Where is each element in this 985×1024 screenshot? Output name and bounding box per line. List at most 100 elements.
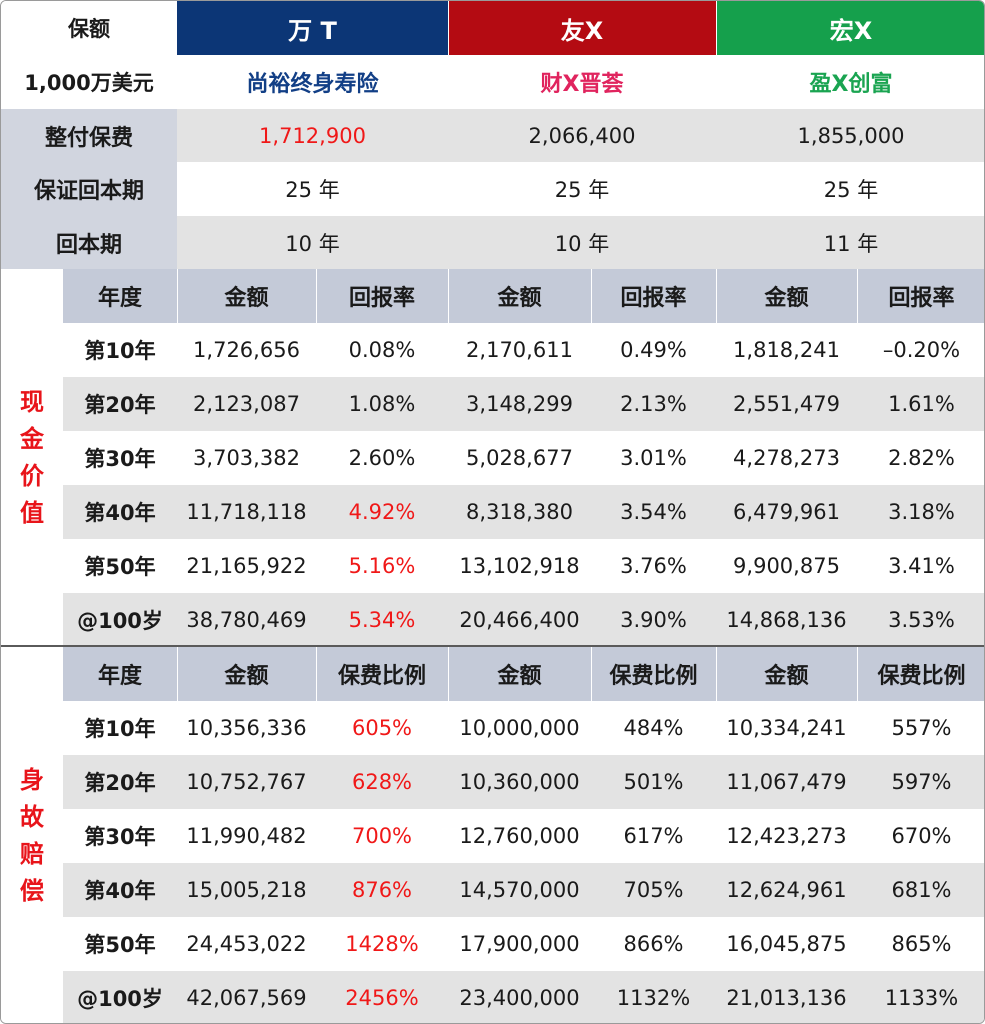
rate-cell: 3.41% (857, 539, 984, 593)
summary-value: 1,855,000 (716, 109, 984, 162)
plan-name: 盈X创富 (716, 55, 984, 109)
amount-cell: 1,818,241 (716, 323, 857, 377)
column-header-rate: 回报率 (316, 269, 448, 323)
column-header-rate: 保费比例 (591, 647, 716, 701)
amount-cell: 20,466,400 (448, 593, 591, 647)
summary-value: 2,066,400 (448, 109, 716, 162)
rate-cell: 2.60% (316, 431, 448, 485)
amount-cell: 24,453,022 (177, 917, 316, 971)
rate-cell: 1.61% (857, 377, 984, 431)
amount-label: 1,000万美元 (1, 55, 177, 109)
amount-cell: 16,045,875 (716, 917, 857, 971)
summary-label: 整付保费 (1, 109, 177, 162)
column-header-amount: 金额 (448, 269, 591, 323)
grid-line (716, 647, 717, 701)
amount-cell: 10,334,241 (716, 701, 857, 755)
rate-cell: 5.16% (316, 539, 448, 593)
company-name: 宏X (716, 1, 984, 55)
grid-line (716, 269, 717, 323)
section-label-char: 故 (20, 803, 44, 831)
rate-cell: 3.18% (857, 485, 984, 539)
grid-line (448, 647, 449, 701)
rate-cell: 557% (857, 701, 984, 755)
row-year-label: 第50年 (63, 539, 177, 593)
amount-cell: 42,067,569 (177, 971, 316, 1023)
column-header-rate: 保费比例 (316, 647, 448, 701)
row-year-label: 第30年 (63, 431, 177, 485)
amount-cell: 15,005,218 (177, 863, 316, 917)
amount-cell: 14,868,136 (716, 593, 857, 647)
corner-label: 保额 (1, 1, 177, 55)
rate-cell: 670% (857, 809, 984, 863)
amount-cell: 2,170,611 (448, 323, 591, 377)
row-year-label: @100岁 (63, 971, 177, 1023)
column-header-amount: 金额 (448, 647, 591, 701)
section-label-char: 偿 (20, 877, 44, 905)
rate-cell: 2.82% (857, 431, 984, 485)
grid-line (448, 269, 449, 323)
section-divider (1, 645, 984, 647)
amount-cell: 10,000,000 (448, 701, 591, 755)
rate-cell: 705% (591, 863, 716, 917)
rate-cell: 3.90% (591, 593, 716, 647)
rate-cell: 700% (316, 809, 448, 863)
section-label-char: 金 (20, 425, 44, 453)
amount-cell: 11,067,479 (716, 755, 857, 809)
amount-cell: 10,360,000 (448, 755, 591, 809)
rate-cell: 3.54% (591, 485, 716, 539)
section-label-char: 现 (20, 388, 44, 416)
row-year-label: 第30年 (63, 809, 177, 863)
grid-line (716, 1, 717, 55)
amount-cell: 12,760,000 (448, 809, 591, 863)
grid-line (316, 269, 317, 323)
row-year-label: 第20年 (63, 377, 177, 431)
grid-line (857, 269, 858, 323)
row-year-label: @100岁 (63, 593, 177, 647)
column-header-year: 年度 (63, 647, 177, 701)
rate-cell: 0.08% (316, 323, 448, 377)
column-header-amount: 金额 (716, 269, 857, 323)
column-header-rate: 回报率 (591, 269, 716, 323)
plan-name: 财X晋荟 (448, 55, 716, 109)
rate-cell: 484% (591, 701, 716, 755)
grid-line (591, 269, 592, 323)
summary-value: 25 年 (716, 162, 984, 216)
amount-cell: 17,900,000 (448, 917, 591, 971)
amount-cell: 6,479,961 (716, 485, 857, 539)
rate-cell: 605% (316, 701, 448, 755)
rate-cell: 876% (316, 863, 448, 917)
amount-cell: 14,570,000 (448, 863, 591, 917)
rate-cell: 501% (591, 755, 716, 809)
section-label-char: 赔 (20, 840, 44, 868)
rate-cell: –0.20% (857, 323, 984, 377)
rate-cell: 1133% (857, 971, 984, 1023)
grid-line (448, 1, 449, 55)
rate-cell: 0.49% (591, 323, 716, 377)
rate-cell: 3.53% (857, 593, 984, 647)
amount-cell: 38,780,469 (177, 593, 316, 647)
summary-value: 1,712,900 (177, 109, 448, 162)
amount-cell: 8,318,380 (448, 485, 591, 539)
company-name: 友X (448, 1, 716, 55)
summary-value: 25 年 (448, 162, 716, 216)
plan-name: 尚裕终身寿险 (177, 55, 448, 109)
grid-line (591, 647, 592, 701)
rate-cell: 3.76% (591, 539, 716, 593)
rate-cell: 3.01% (591, 431, 716, 485)
row-year-label: 第40年 (63, 485, 177, 539)
column-header-rate: 保费比例 (857, 647, 984, 701)
amount-cell: 23,400,000 (448, 971, 591, 1023)
row-year-label: 第10年 (63, 701, 177, 755)
row-year-label: 第50年 (63, 917, 177, 971)
amount-cell: 3,703,382 (177, 431, 316, 485)
section-label-char: 值 (20, 499, 44, 527)
company-name: 万 T (177, 1, 448, 55)
rate-cell: 5.34% (316, 593, 448, 647)
section-label-char: 身 (20, 766, 44, 794)
rate-cell: 1428% (316, 917, 448, 971)
summary-value: 25 年 (177, 162, 448, 216)
amount-cell: 12,423,273 (716, 809, 857, 863)
cash-value-section-label: 现金价值 (1, 269, 63, 647)
summary-label: 保证回本期 (1, 162, 177, 216)
